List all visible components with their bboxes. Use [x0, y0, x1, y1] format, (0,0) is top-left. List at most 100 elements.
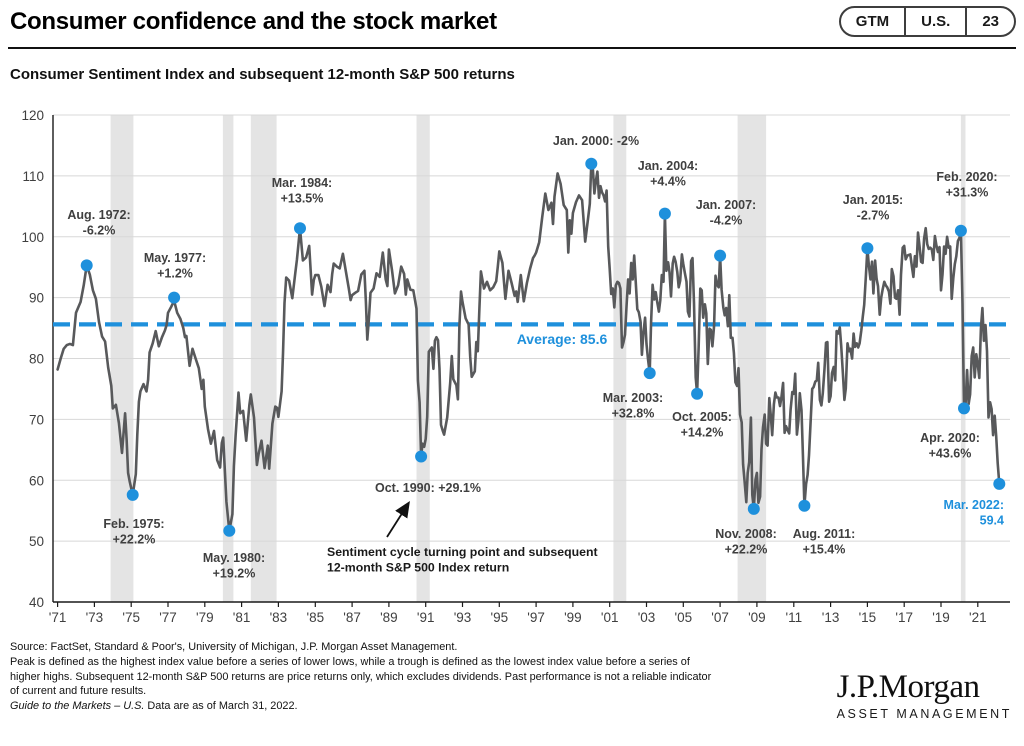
- turning-point-label: +14.2%: [681, 426, 724, 440]
- jpmorgan-logo: J.P.Morgan ASSET MANAGEMENT: [837, 670, 1012, 721]
- x-axis-label: '71: [49, 610, 67, 625]
- footnote-line: of current and future results.: [10, 685, 147, 698]
- x-axis-label: '97: [527, 610, 545, 625]
- x-axis-label: '15: [859, 610, 877, 625]
- footnote-line: Source: FactSet, Standard & Poor's, Univ…: [10, 641, 458, 653]
- x-axis-label: '77: [159, 610, 177, 625]
- turning-point-label: +32.8%: [612, 407, 655, 421]
- turning-point-dot: [691, 387, 704, 400]
- x-axis-label: '95: [491, 610, 509, 625]
- turning-point-label: Oct. 1990: +29.1%: [375, 481, 481, 495]
- turning-point-label: -4.2%: [710, 214, 743, 228]
- footnote-line: Peak is defined as the highest index val…: [10, 655, 690, 668]
- jpmorgan-wordmark: J.P.Morgan: [836, 669, 980, 705]
- turning-point-label: Jan. 2015:: [843, 193, 903, 207]
- x-axis-label: '93: [454, 610, 472, 625]
- turning-point-label: +43.6%: [929, 447, 972, 461]
- turning-point-label: +15.4%: [803, 543, 846, 557]
- turning-point-label: +22.2%: [113, 533, 156, 547]
- chart-title-row: Consumer Sentiment Index and subsequent …: [0, 50, 1024, 100]
- y-axis-label: 70: [29, 412, 44, 427]
- turning-point-label: +22.2%: [725, 543, 768, 557]
- turning-point-label: +19.2%: [213, 567, 256, 581]
- page-footer: Source: FactSet, Standard & Poor's, Univ…: [0, 630, 1024, 746]
- turning-point-label: -6.2%: [83, 224, 116, 238]
- y-axis-label: 120: [21, 108, 44, 123]
- x-axis-label: '05: [675, 610, 693, 625]
- callout-label: Sentiment cycle turning point and subseq…: [327, 545, 598, 559]
- header-divider: [8, 47, 1016, 49]
- y-axis-label: 110: [22, 169, 44, 184]
- x-axis-label: '75: [122, 610, 140, 625]
- turning-point-label: Oct. 2005:: [672, 410, 732, 424]
- chart-title: Consumer Sentiment Index and subsequent …: [10, 66, 515, 83]
- turning-point-dot: [168, 291, 181, 304]
- x-axis-label: '89: [380, 610, 398, 625]
- turning-point-dot: [585, 157, 598, 170]
- turning-point-label: +13.5%: [281, 192, 324, 206]
- x-axis-label: '01: [601, 610, 619, 625]
- y-axis-label: 80: [29, 352, 44, 367]
- turning-point-label: Jan. 2000: -2%: [553, 134, 639, 148]
- turning-point-label: Feb. 1975:: [103, 517, 164, 531]
- page-title: Consumer confidence and the stock market: [10, 8, 497, 35]
- turning-point-label: May. 1977:: [144, 251, 206, 265]
- turning-point-label: Mar. 2003:: [603, 391, 663, 405]
- asset-management-label: ASSET MANAGEMENT: [836, 707, 1012, 721]
- y-axis-label: 40: [29, 595, 44, 610]
- data-as-of-date: Data are as of March 31, 2022.: [144, 700, 298, 713]
- turning-point-dot: [993, 477, 1006, 490]
- y-axis-label: 100: [21, 230, 44, 245]
- turning-point-label: Aug. 1972:: [67, 208, 130, 222]
- turning-point-dot: [415, 450, 428, 463]
- x-axis-label: '85: [307, 610, 325, 625]
- turning-point-label: May. 1980:: [203, 551, 265, 565]
- x-axis-label: '21: [969, 610, 987, 625]
- turning-point-dot: [643, 367, 656, 380]
- turning-point-label: Jan. 2004:: [638, 159, 698, 173]
- turning-point-label: Feb. 2020:: [936, 170, 997, 184]
- y-axis-label: 50: [29, 534, 44, 549]
- sentiment-chart: 40 50 60 70 80 90 100 110 120 '71 '73 '75 '77 '79 '81 '…: [21, 108, 1010, 625]
- turning-point-label: Mar. 2022:: [944, 498, 1004, 512]
- pill-page-number[interactable]: 23: [965, 8, 1014, 35]
- turning-point-label: +31.3%: [946, 186, 989, 200]
- x-axis-label: '91: [417, 610, 435, 625]
- x-axis-label: '13: [822, 610, 840, 625]
- turning-point-dot: [958, 402, 970, 415]
- turning-point-dot: [954, 224, 967, 237]
- turning-point-dot: [747, 502, 760, 515]
- y-axis-label: 60: [29, 473, 44, 488]
- x-axis-label: '81: [233, 610, 251, 625]
- x-axis-label: '03: [638, 610, 656, 625]
- pill-region-button[interactable]: U.S.: [904, 8, 965, 35]
- gtm-navigation-pill: GTM U.S. 23: [838, 6, 1016, 37]
- x-axis-label: '99: [564, 610, 582, 625]
- turning-point-dot: [658, 207, 671, 220]
- page-header: Consumer confidence and the stock market…: [0, 0, 1024, 50]
- x-axis-label: '11: [786, 610, 803, 625]
- turning-point-dot: [798, 499, 811, 512]
- turning-point-label: +4.4%: [650, 175, 686, 189]
- turning-point-label: Jan. 2007:: [696, 198, 756, 212]
- x-axis-label: '83: [270, 610, 288, 625]
- x-axis-label: '73: [86, 610, 104, 625]
- turning-point-dot: [126, 488, 139, 501]
- turning-point-label: Nov. 2008:: [715, 527, 777, 541]
- sentiment-line: [56, 162, 1001, 533]
- x-axis-label: '09: [748, 610, 766, 625]
- pill-gtm-button[interactable]: GTM: [855, 13, 890, 30]
- turning-point-dot: [714, 249, 727, 262]
- footnote-line: higher highs. Subsequent 12-month S&P 50…: [10, 670, 712, 683]
- chart-area: 40 50 60 70 80 90 100 110 120 '71 '73 '75 '77 '79 '81 '…: [0, 100, 1024, 630]
- average-label: Average: 85.6: [517, 331, 608, 347]
- callout-arrow: [386, 500, 410, 538]
- turning-point-label: Mar. 1984:: [272, 176, 332, 190]
- turning-point-label: 59.4: [980, 514, 1004, 528]
- source-footnotes: Source: FactSet, Standard & Poor's, Univ…: [10, 640, 855, 714]
- turning-point-dot: [223, 524, 236, 537]
- turning-point-dot: [861, 242, 874, 255]
- footnote-line-gtm: Guide to the Markets – U.S. Data are as …: [10, 699, 855, 714]
- turning-point-dot: [80, 259, 93, 272]
- callout-label: 12-month S&P 500 Index return: [327, 561, 509, 575]
